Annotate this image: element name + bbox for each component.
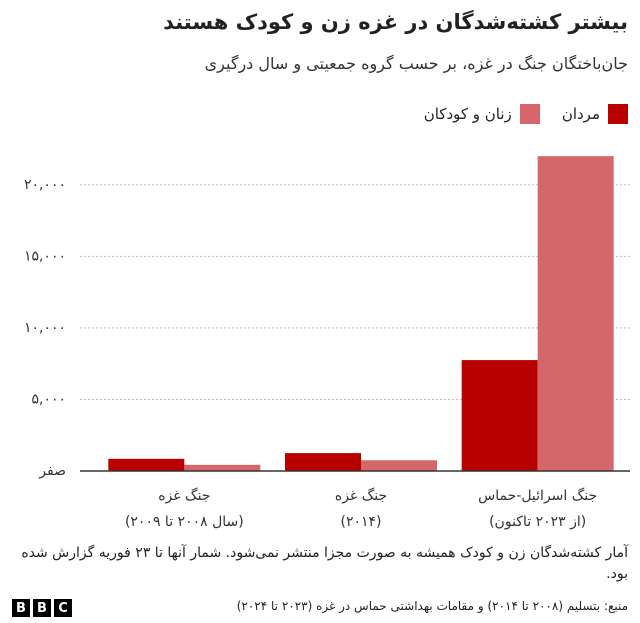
logo-letter: B (12, 599, 30, 617)
x-tick-label: جنگ غزه (335, 487, 387, 504)
logo-letter: C (54, 599, 72, 617)
y-tick-label: ۱۰,۰۰۰ (24, 320, 66, 336)
bar (361, 460, 437, 471)
bar (537, 156, 614, 471)
y-tick-label: ۱۵,۰۰۰ (24, 248, 66, 264)
bar (461, 360, 538, 471)
logo-letter: B (33, 599, 51, 617)
x-tick-label: (۲۰۱۴) (340, 514, 381, 530)
chart-title: بیشتر کشته‌شدگان در غزه زن و کودک هستند (163, 10, 628, 34)
x-tick-label: (سال ۲۰۰۸ تا ۲۰۰۹) (125, 514, 244, 530)
legend: مردان زنان و کودکان (12, 104, 628, 124)
y-tick-label: ۵,۰۰۰ (31, 391, 66, 407)
chart-subtitle: جان‌باختگان جنگ در غزه، بر حسب گروه جمعی… (204, 54, 628, 73)
x-tick-label: (از ۲۰۲۳ تاکنون) (489, 514, 586, 530)
source: منبع: بتسلیم (۲۰۰۸ تا ۲۰۱۴) و مقامات بهد… (236, 599, 628, 613)
legend-swatch (519, 104, 540, 124)
bar (184, 464, 261, 471)
logo: B B C (12, 599, 72, 617)
x-tick-label: جنگ اسرائیل-حماس (478, 487, 597, 504)
bar (108, 458, 185, 471)
legend-item: مردان (562, 104, 628, 124)
legend-item: زنان و کودکان (424, 104, 540, 124)
legend-label: زنان و کودکان (423, 105, 512, 123)
bar (285, 453, 361, 471)
y-tick-label: صفر (38, 463, 66, 479)
y-tick-label: ۲۰,۰۰۰ (24, 177, 66, 193)
legend-swatch (608, 104, 628, 124)
x-tick-label: جنگ غزه (158, 487, 210, 504)
legend-label: مردان (561, 105, 600, 123)
footnote: آمار کشته‌شدگان زن و کودک همیشه به صورت … (21, 545, 628, 582)
